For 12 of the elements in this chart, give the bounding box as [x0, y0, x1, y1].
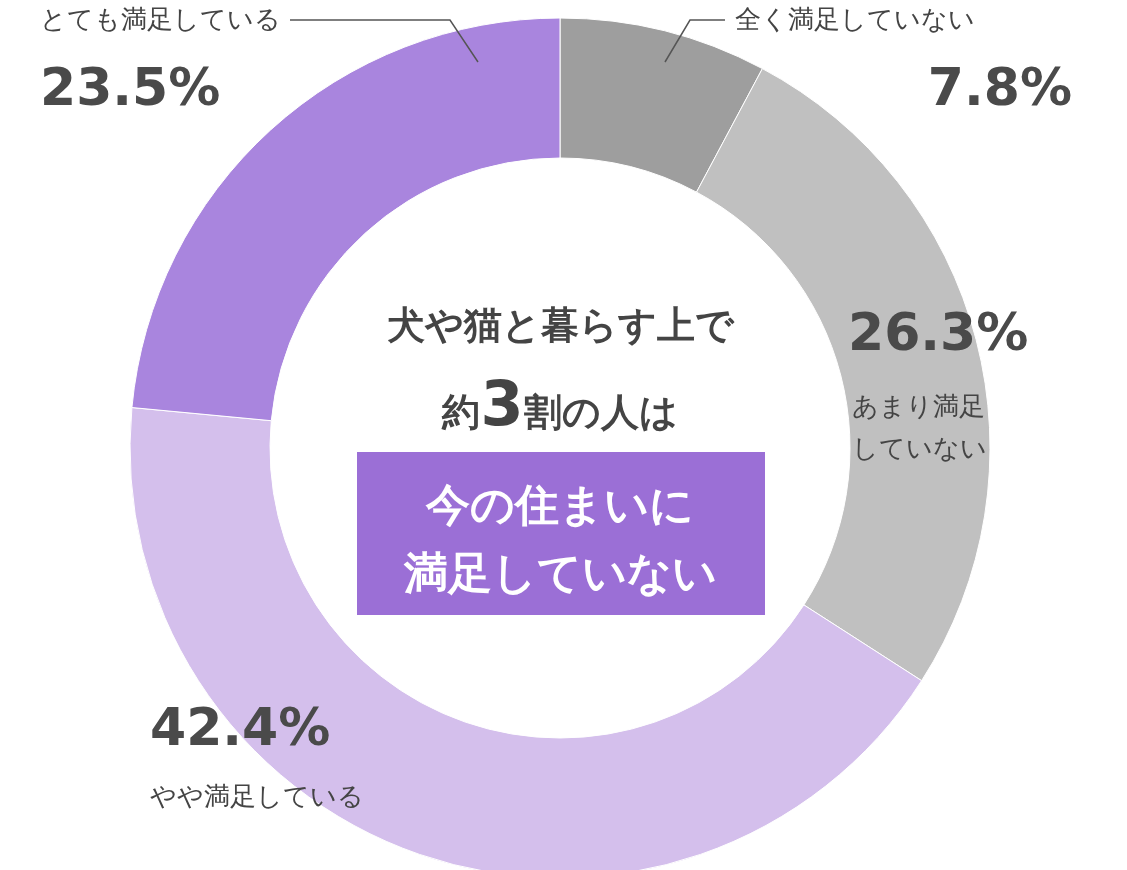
text: 満足していない: [402, 547, 717, 598]
data-label: 23.5%: [40, 57, 221, 117]
text: 約3割の人は: [441, 367, 678, 440]
data-label: 42.4%: [150, 697, 331, 757]
text: 今の住まいに: [425, 479, 694, 530]
slice-label: あまり満足していない: [852, 391, 987, 463]
slice-label: とても満足している: [40, 4, 281, 34]
slice-label: やや満足している: [150, 781, 364, 811]
slice-label: 全く満足していない: [735, 4, 975, 34]
data-label: 7.8%: [927, 57, 1072, 117]
text: 犬や猫と暮らす上で: [386, 303, 735, 347]
data-label: 26.3%: [848, 302, 1029, 362]
